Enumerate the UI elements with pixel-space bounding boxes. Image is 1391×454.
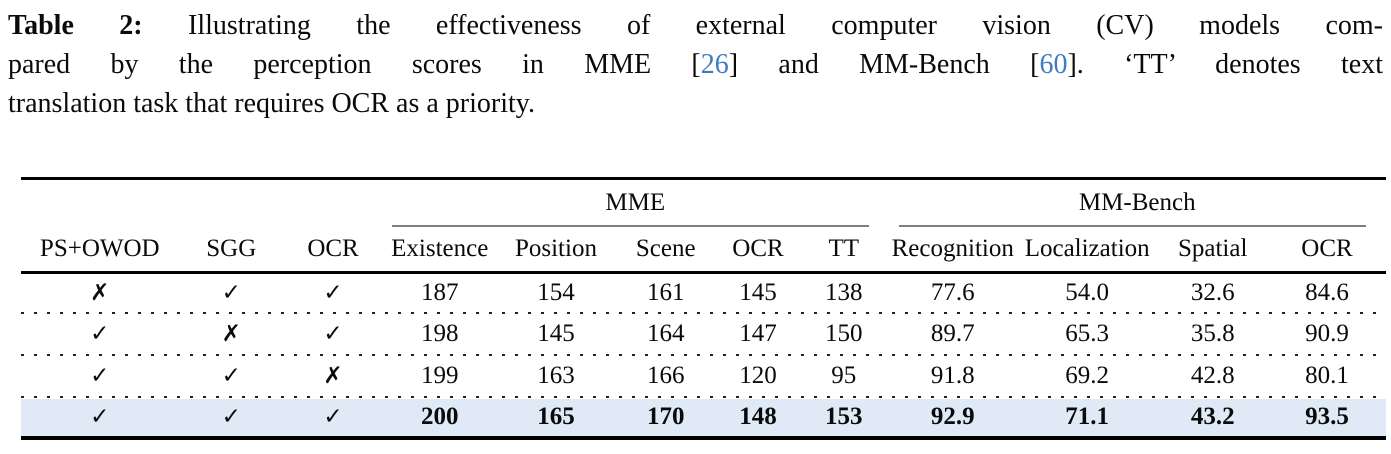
cell-value: 65.3 [1065,320,1110,347]
cell-value: 170 [646,403,685,430]
cross-icon: ✗ [323,363,343,389]
cell-value: 148 [739,403,777,430]
group-header-empty [21,179,382,227]
dotted-separator [21,395,1386,399]
col-header-ocr: OCR [284,226,383,274]
cell-value: 147 [739,320,777,347]
check-icon: ✓ [221,279,241,306]
cell-value: 35.8 [1190,320,1235,347]
cell-value: 91.8 [930,362,975,389]
col-header-mmbench-ocr: OCR [1267,226,1386,274]
col-header-scene: Scene [614,226,717,274]
cell-value: 69.2 [1065,362,1110,389]
col-header-tt: TT [798,226,889,274]
table-caption: Table 2: Illustrating the effectiveness … [8,6,1383,123]
caption-line-1: Table 2: Illustrating the effectiveness … [8,6,1383,45]
dotted-separator [21,353,1386,357]
cell-value: 187 [421,278,459,306]
check-icon: ✓ [221,363,241,389]
caption-text-3: translation task that requires OCR as a … [8,88,535,119]
mme-spanner-rule [392,224,869,227]
cell-value: 200 [421,403,459,430]
check-icon: ✓ [90,321,110,347]
caption-line-2: pared by the perception scores in MME [2… [8,45,1383,84]
caption-text-1: Illustrating the effectiveness of extern… [142,10,1383,41]
caption-line-3: translation task that requires OCR as a … [8,84,1383,123]
cell-value: 90.9 [1305,320,1349,347]
check-icon: ✓ [323,404,343,430]
cell-value: 145 [739,278,777,306]
group-header-mme: MME [382,179,889,227]
cell-value: 161 [646,278,685,306]
mmbench-spanner-rule [898,224,1366,227]
cell-value: 89.7 [930,320,975,347]
caption-text-2c: ]. ‘TT’ denotes text [1067,49,1384,80]
col-header-sgg: SGG [178,226,285,274]
cell-value: 43.2 [1190,403,1235,430]
cell-value: 153 [825,403,863,430]
cell-value: 92.9 [930,403,975,430]
cell-value: 120 [739,362,777,389]
group-header-row: MME MM-Bench [21,179,1386,227]
cell-value: 32.6 [1190,278,1235,306]
table-row-1: ✗ ✓ ✓ 187 154 161 145 138 77.6 54.0 32.6… [21,273,1386,312]
citation-link-60[interactable]: 60 [1039,49,1068,80]
cell-value: 77.6 [930,278,975,306]
column-header-row: PS+OWOD SGG OCR Existence Position Scene… [21,226,1386,274]
caption-text-2a: pared by the perception scores in MME [ [8,49,701,80]
cell-value: 84.6 [1305,278,1349,306]
col-header-localization: Localization [1016,226,1158,274]
cell-value: 199 [421,362,459,389]
cell-value: 95 [831,362,857,389]
cell-value: 165 [537,403,575,430]
group-label-mmbench: MM-Bench [1078,189,1196,217]
cell-value: 42.8 [1190,362,1235,389]
cell-value: 138 [825,278,863,306]
col-header-ps-owod: PS+OWOD [21,226,179,274]
caption-label: Table 2: [8,10,143,41]
citation-link-26[interactable]: 26 [700,49,729,80]
col-header-position: Position [497,226,615,274]
cell-value: 93.5 [1305,403,1349,430]
cell-value: 54.0 [1065,278,1110,306]
group-label-mme: MME [605,189,666,217]
group-header-mmbench: MM-Bench [889,179,1386,227]
cross-icon: ✗ [90,279,110,306]
cell-value: 145 [537,320,575,347]
col-header-recognition: Recognition [888,226,1017,274]
cell-value: 154 [537,278,575,306]
cell-value: 80.1 [1305,362,1349,389]
col-header-spatial: Spatial [1157,226,1268,274]
check-icon: ✓ [323,321,343,347]
cell-value: 164 [646,320,685,347]
table-row-best: ✓ ✓ ✓ 200 165 170 148 153 92.9 71.1 43.2… [21,398,1386,438]
table-row-3: ✓ ✓ ✗ 199 163 166 120 95 91.8 69.2 42.8 … [21,357,1386,396]
cross-icon: ✗ [221,321,241,347]
check-icon: ✓ [221,404,241,430]
caption-text-2b: ] and MM-Bench [ [728,49,1040,80]
col-header-mme-ocr: OCR [716,226,799,274]
cell-value: 166 [646,362,685,389]
results-table: MME MM-Bench PS+OWOD SGG OCR Existence P… [21,177,1386,440]
cell-value: 163 [537,362,575,389]
cell-value: 198 [421,320,459,347]
check-icon: ✓ [323,279,343,306]
cell-value: 150 [825,320,863,347]
table-row-2: ✓ ✗ ✓ 198 145 164 147 150 89.7 65.3 35.8… [21,315,1386,354]
dotted-separator [21,311,1386,315]
cell-value: 71.1 [1065,403,1110,430]
check-icon: ✓ [90,404,110,430]
col-header-existence: Existence [382,226,498,274]
check-icon: ✓ [90,363,110,389]
